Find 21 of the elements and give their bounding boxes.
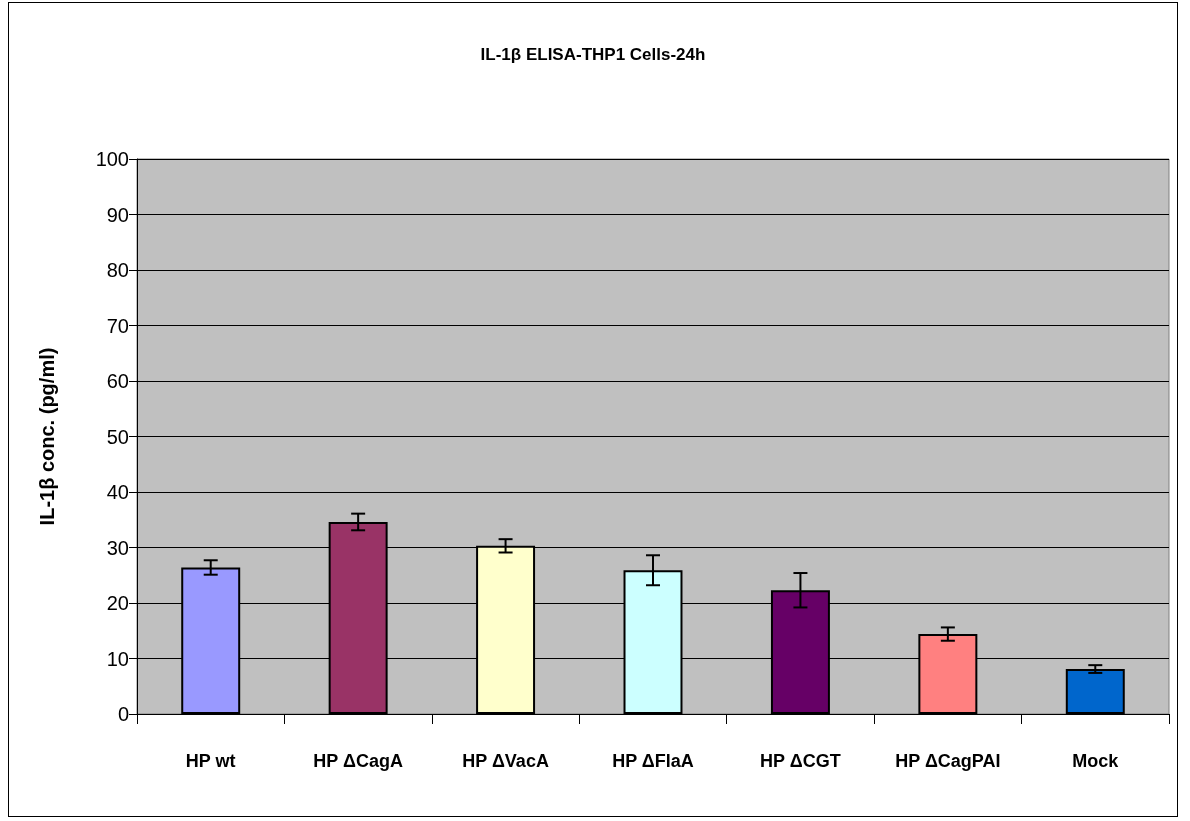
x-tick-label: HP wt (185, 751, 236, 771)
y-tick-label: 50 (106, 425, 129, 448)
x-tick-label: HP ΔFlaA (612, 751, 694, 771)
x-tick-label: Mock (1072, 751, 1120, 771)
y-tick-label: 40 (106, 481, 129, 503)
y-tick-label: 30 (106, 536, 129, 559)
x-tick-label: HP ΔVacA (462, 751, 549, 771)
x-tick-label: HP ΔCGT (760, 751, 841, 771)
y-axis-title: IL-1β conc. (pg/ml) (36, 347, 58, 526)
x-tick-label: HP ΔCagPAI (895, 751, 1001, 771)
y-tick-label: 100 (95, 148, 129, 170)
y-tick-label: 10 (106, 647, 129, 670)
y-tick-label: 80 (106, 259, 129, 281)
chart-title: IL-1β ELISA-THP1 Cells-24h (480, 45, 706, 64)
x-tick-label: HP ΔCagA (313, 751, 403, 771)
y-tick-label: 90 (106, 203, 129, 226)
y-tick-label: 60 (106, 370, 129, 392)
y-tick-label: 0 (117, 703, 129, 725)
y-tick-label: 20 (106, 592, 129, 614)
y-tick-label: 70 (106, 314, 129, 337)
bar (1065, 669, 1125, 714)
